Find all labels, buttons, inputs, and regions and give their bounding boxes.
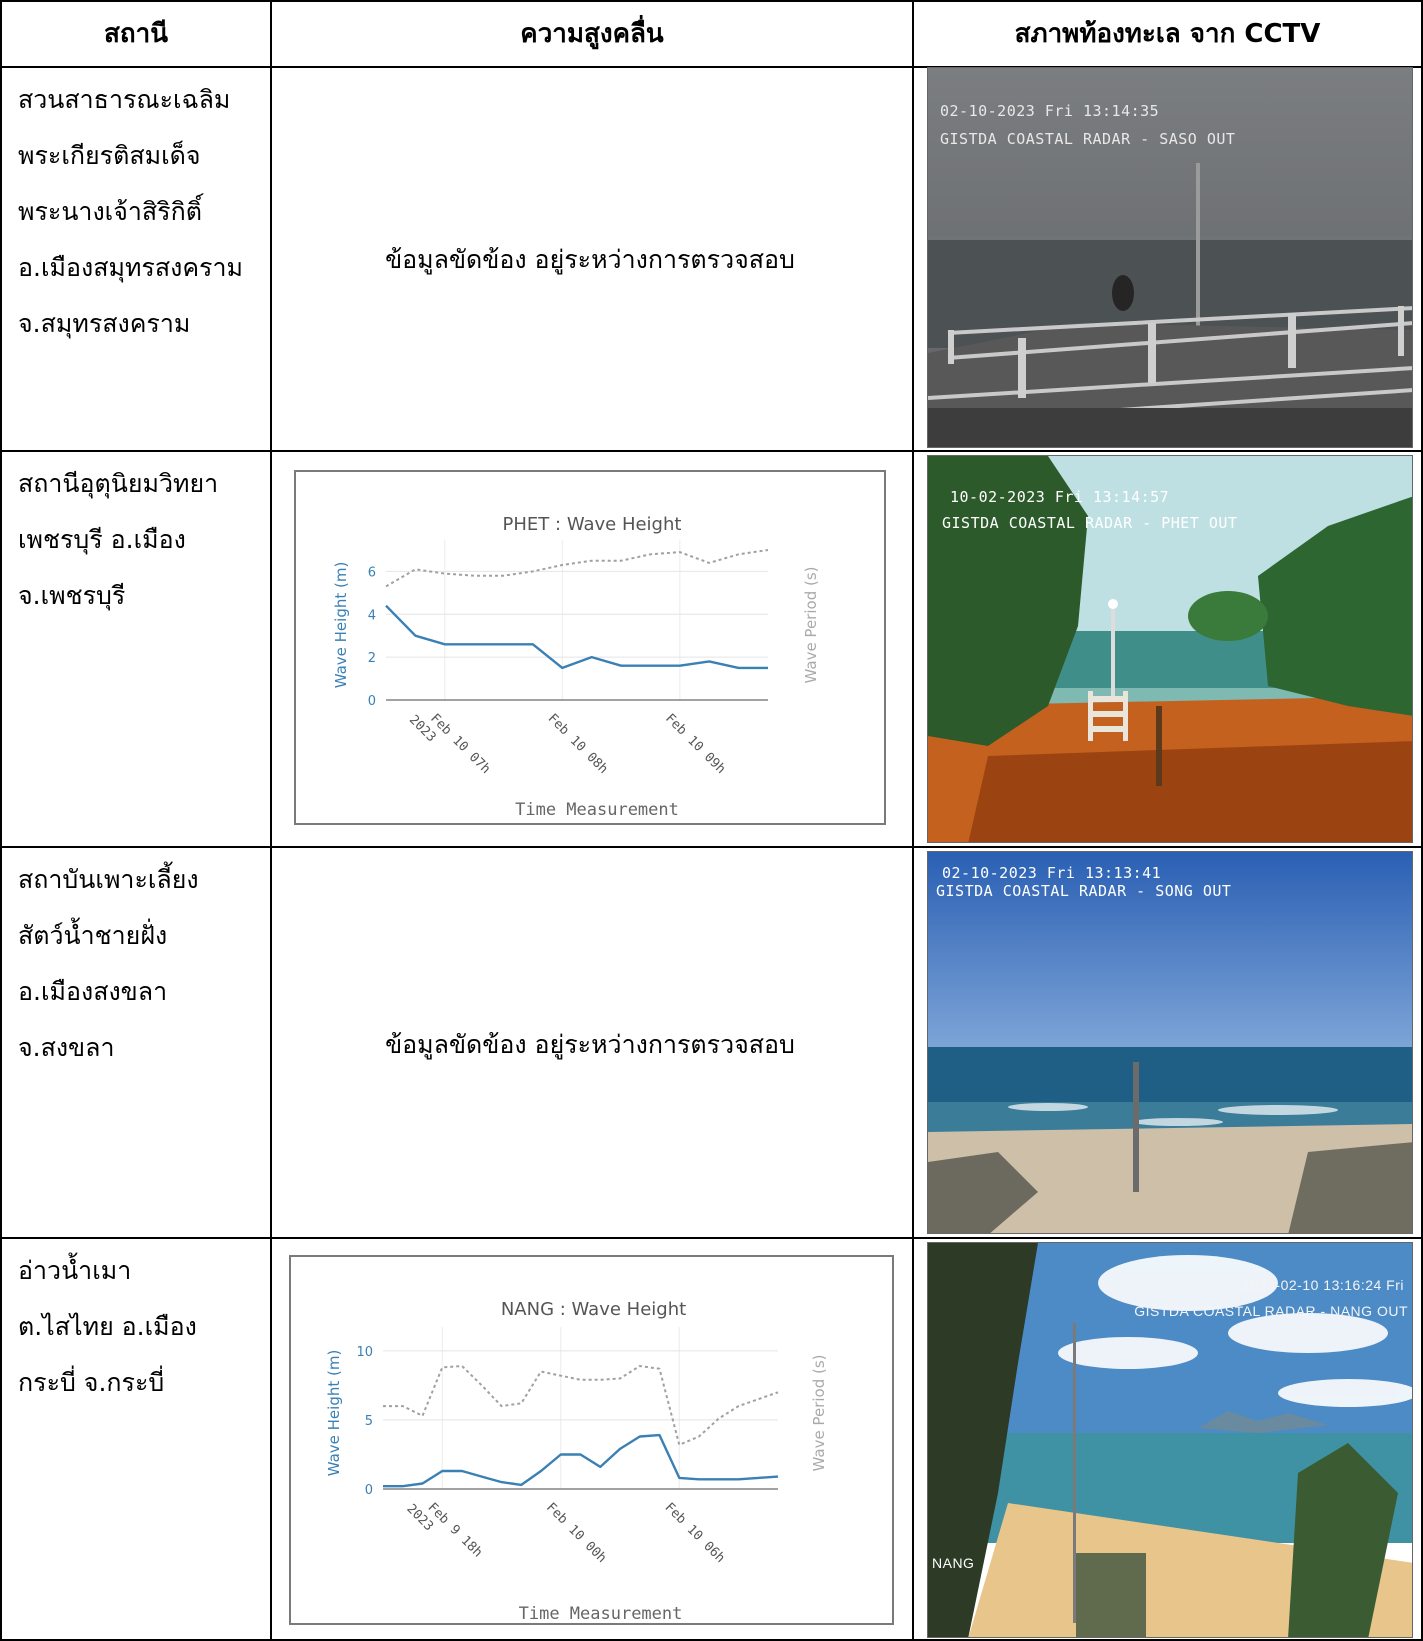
cctv-caption: GISTDA COASTAL RADAR - SONG OUT bbox=[936, 882, 1232, 900]
cctv-timestamp: 02-10-2023 Fri 13:14:35 bbox=[940, 102, 1160, 120]
cctv-timestamp: 02-10-2023 Fri 13:13:41 bbox=[942, 864, 1162, 882]
cctv-image-phet: 10-02-2023 Fri 13:14:57 GISTDA COASTAL R… bbox=[927, 455, 1413, 843]
chart-svg: NANG : Wave Height 0 5 10 Wave Height (m) Wav… bbox=[325, 1299, 828, 1624]
cctv-timestamp: 2023-02-10 13:16:24 Fri bbox=[1242, 1277, 1404, 1293]
station-line: จ.เพชรบุรี bbox=[18, 581, 126, 610]
wave-height-line bbox=[383, 1433, 779, 1488]
station-line: พระเกียรติสมเด็จ bbox=[18, 141, 201, 170]
cctv-caption: GISTDA COASTAL RADAR - NANG OUT bbox=[1134, 1303, 1408, 1319]
y-tick-label: 4 bbox=[368, 608, 376, 623]
cctv-image-song: 02-10-2023 Fri 13:13:41 GISTDA COASTAL R… bbox=[927, 851, 1413, 1234]
station-line: สถาบันเพาะเลี้ยง bbox=[18, 865, 199, 894]
station-name-phet: สถานีอุตุนิยมวิทยา เพชรบุรี อ.เมือง จ.เพ… bbox=[18, 456, 218, 624]
x-tick-label: Feb 10 09h bbox=[662, 711, 728, 777]
station-line: สถานีอุตุนิยมวิทยา bbox=[18, 469, 219, 498]
y-tick-label: 6 bbox=[368, 565, 376, 580]
header-station: สถานี bbox=[104, 18, 168, 49]
cctv-corner-label: NANG bbox=[932, 1555, 975, 1571]
x-tick-label: Feb 10 00h bbox=[543, 1500, 609, 1566]
chart-title: PHET : Wave Height bbox=[503, 514, 682, 535]
station-line: อ่าวน้ำเมา bbox=[18, 1256, 132, 1285]
chart-svg: PHET : Wave Height 0 2 4 6 Wave Height (m) Wav… bbox=[332, 514, 820, 820]
x-tick-label: Feb 10 08h bbox=[545, 711, 611, 777]
wave-period-line bbox=[383, 1365, 779, 1446]
status-message-saso: ข้อมูลขัดข้อง อยู่ระหว่างการตรวจสอบ bbox=[385, 245, 795, 274]
cctv-timestamp: 10-02-2023 Fri 13:14:57 bbox=[950, 488, 1170, 506]
x-tick-text: Feb 10 07h bbox=[427, 711, 493, 777]
y-tick-label: 0 bbox=[368, 694, 376, 709]
station-line: อ.เมืองสงขลา bbox=[18, 977, 168, 1006]
station-name-nang: อ่าวน้ำเมา ต.ไสไทย อ.เมือง กระบี่ จ.กระบ… bbox=[18, 1243, 197, 1411]
x-axis-label: Time Measurement bbox=[515, 800, 679, 820]
cctv-caption: GISTDA COASTAL RADAR - PHET OUT bbox=[942, 514, 1238, 532]
header-wave-height: ความสูงคลื่น bbox=[520, 18, 664, 49]
y-tick-label: 0 bbox=[365, 1483, 373, 1498]
station-line: สัตว์น้ำชายฝั่ง bbox=[18, 921, 168, 950]
y-tick-label: 5 bbox=[365, 1414, 373, 1429]
station-line: สวนสาธารณะเฉลิม bbox=[18, 85, 231, 114]
status-message-song: ข้อมูลขัดข้อง อยู่ระหว่างการตรวจสอบ bbox=[385, 1030, 795, 1059]
station-name-song: สถาบันเพาะเลี้ยง สัตว์น้ำชายฝั่ง อ.เมือง… bbox=[18, 852, 199, 1076]
cctv-image-saso: 02-10-2023 Fri 13:14:35 GISTDA COASTAL R… bbox=[927, 67, 1413, 448]
y2-axis-label: Wave Period (s) bbox=[810, 1355, 828, 1472]
station-line: จ.สงขลา bbox=[18, 1033, 115, 1062]
x-tick-label: Feb 10 06h bbox=[662, 1500, 728, 1566]
y-axis-label: Wave Height (m) bbox=[332, 562, 350, 689]
y-tick-label: 10 bbox=[356, 1345, 373, 1360]
wave-period-line bbox=[385, 549, 769, 588]
y2-axis-label: Wave Period (s) bbox=[802, 567, 820, 684]
station-line: เพชรบุรี อ.เมือง bbox=[18, 525, 186, 554]
chart-nang-wave-height: NANG : Wave Height 0 5 10 Wave Height (m) Wav… bbox=[289, 1255, 894, 1625]
station-line: จ.สมุทรสงคราม bbox=[18, 309, 191, 338]
chart-phet-wave-height: PHET : Wave Height 0 2 4 6 Wave Height (m) Wav… bbox=[294, 470, 886, 825]
x-axis-label: Time Measurement bbox=[519, 1604, 683, 1624]
x-tick-text: Feb 10 06h bbox=[662, 1500, 728, 1566]
station-name-saso: สวนสาธารณะเฉลิม พระเกียรติสมเด็จ พระนางเ… bbox=[18, 72, 243, 352]
station-line: พระนางเจ้าสิริกิติ์ bbox=[18, 197, 202, 226]
wave-height-line bbox=[385, 604, 768, 670]
y-tick-label: 2 bbox=[368, 651, 376, 666]
y-axis-label: Wave Height (m) bbox=[325, 1350, 343, 1477]
station-line: อ.เมืองสมุทรสงคราม bbox=[18, 253, 243, 282]
station-line: กระบี่ จ.กระบี่ bbox=[18, 1368, 165, 1397]
x-tick-text: Feb 9 18h bbox=[425, 1500, 485, 1560]
cctv-caption: GISTDA COASTAL RADAR - SASO OUT bbox=[940, 130, 1236, 148]
cctv-image-nang: 2023-02-10 13:16:24 Fri GISTDA COASTAL R… bbox=[927, 1242, 1413, 1638]
x-tick-text: Feb 10 08h bbox=[545, 711, 611, 777]
chart-title: NANG : Wave Height bbox=[501, 1299, 686, 1320]
x-tick-text: Feb 10 09h bbox=[662, 711, 728, 777]
station-line: ต.ไสไทย อ.เมือง bbox=[18, 1312, 197, 1341]
header-cctv: สภาพท้องทะเล จาก CCTV bbox=[1014, 18, 1321, 49]
x-tick-text: Feb 10 00h bbox=[543, 1500, 609, 1566]
